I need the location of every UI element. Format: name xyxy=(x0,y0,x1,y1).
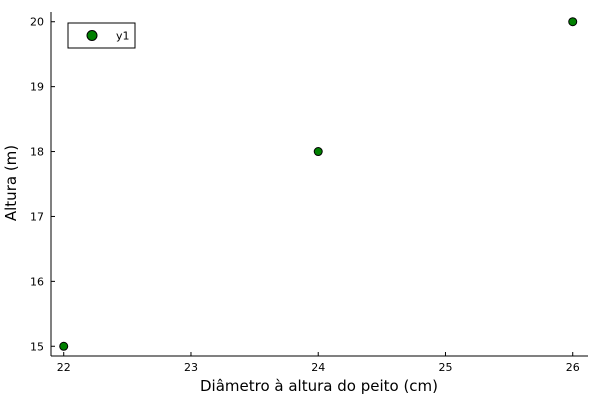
y-tick-label: 20 xyxy=(30,16,44,29)
x-tick-label: 22 xyxy=(57,361,71,374)
x-tick-label: 26 xyxy=(566,361,580,374)
x-axis-ticks: 22 23 24 25 26 xyxy=(57,352,580,374)
data-point xyxy=(313,147,323,157)
y-tick-label: 19 xyxy=(30,81,44,94)
y-tick-label: 16 xyxy=(30,275,44,288)
x-axis-title: Diâmetro à altura do peito (cm) xyxy=(200,377,438,395)
legend: y1 xyxy=(67,22,136,49)
y-tick-label: 17 xyxy=(30,210,44,223)
data-point xyxy=(59,341,69,351)
legend-box xyxy=(67,22,136,49)
y-tick-label: 18 xyxy=(30,146,44,159)
x-tick-label: 23 xyxy=(184,361,198,374)
x-tick-label: 25 xyxy=(438,361,452,374)
x-tick-label: 24 xyxy=(311,361,325,374)
data-point xyxy=(568,17,578,27)
plot-frame xyxy=(50,12,588,357)
legend-label-y1: y1 xyxy=(116,30,130,43)
legend-marker-y1 xyxy=(86,30,98,41)
data-points xyxy=(59,17,578,351)
y-tick-label: 15 xyxy=(30,340,44,353)
y-axis-title: Altura (m) xyxy=(2,145,20,221)
y-axis-ticks: 15 16 17 18 19 20 xyxy=(30,16,55,353)
